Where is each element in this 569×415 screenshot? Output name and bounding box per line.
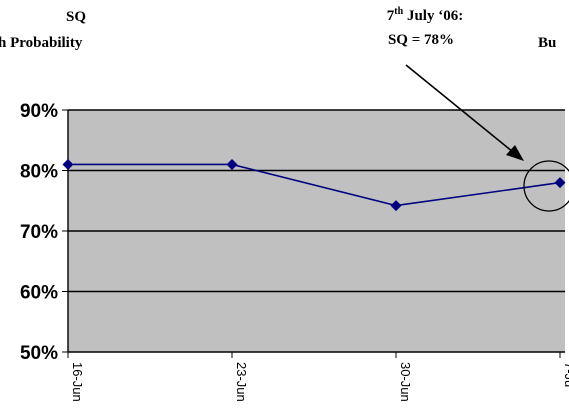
y-tick-label: 90% [20,101,58,122]
header-right-fragment: Bu [538,35,556,51]
series-group [62,158,566,212]
annotation-month: July ‘06: [403,8,463,24]
annotation-day: 7 [387,8,395,24]
annotation-line2: SQ = 78% [388,32,454,48]
series-line [68,163,561,207]
y-tick-label: 80% [20,162,58,183]
gridlines [68,109,565,293]
header-sq-label: SQ [66,9,86,25]
x-tick-label: 23-Jun [234,362,249,402]
data-point [62,158,74,170]
x-tick-label: 16-Jun [70,362,85,402]
x-tick-label: 7-Ju [562,362,569,387]
data-point [390,200,402,212]
y-tick-label: 70% [20,222,58,243]
annotation-line1: 7th July ‘06: [387,6,463,24]
y-tick-label: 60% [20,283,58,304]
annotation-circle [523,160,569,212]
annotation-arrow-line [405,64,514,153]
data-point [226,158,238,170]
header-probability-label: h Probability [0,35,83,51]
y-axis-ticks: 50% 60% 70% 80% 90% [20,101,68,364]
x-tick-label: 30-Jun [398,362,413,402]
data-point [554,177,566,189]
annotation-superscript: th [394,6,403,17]
annotation-arrowhead [506,145,524,161]
x-axis-ticks: 16-Jun 23-Jun 30-Jun 7-Ju [67,352,569,402]
y-tick-label: 50% [20,343,58,364]
